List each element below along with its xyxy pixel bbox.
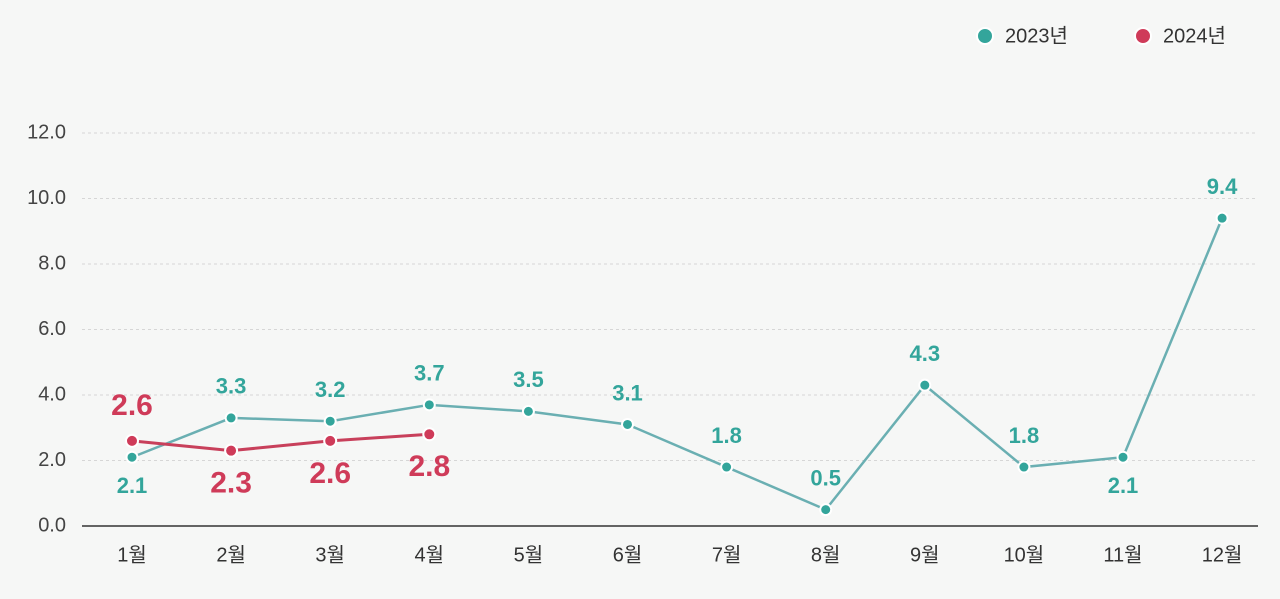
y-tick-label: 0.0 xyxy=(38,514,66,536)
data-label: 9.4 xyxy=(1207,174,1238,199)
legend-marker xyxy=(1134,27,1152,45)
data-label: 3.5 xyxy=(513,367,544,392)
x-tick-label: 3월 xyxy=(315,543,345,566)
x-tick-label: 5월 xyxy=(514,543,544,566)
data-label: 2.1 xyxy=(117,473,148,498)
data-point xyxy=(422,398,436,412)
y-tick-label: 6.0 xyxy=(38,318,66,340)
x-tick-label: 2월 xyxy=(216,543,246,566)
data-point xyxy=(1116,450,1130,464)
data-point xyxy=(125,450,139,464)
legend-label: 2023년 xyxy=(1005,24,1068,47)
x-tick-label: 6월 xyxy=(613,543,643,566)
y-tick-label: 4.0 xyxy=(38,383,66,405)
series-line xyxy=(131,217,1224,512)
y-tick-label: 10.0 xyxy=(27,187,66,209)
data-label: 0.5 xyxy=(810,465,841,490)
data-point xyxy=(125,433,139,448)
x-tick-label: 9월 xyxy=(910,543,940,566)
data-point xyxy=(819,503,833,517)
data-point xyxy=(521,404,535,418)
data-point xyxy=(323,414,337,428)
data-point xyxy=(621,417,634,431)
data-label: 2.1 xyxy=(1108,473,1139,498)
data-point xyxy=(720,460,734,474)
data-label: 1.8 xyxy=(711,423,742,448)
data-point xyxy=(224,443,239,458)
x-tick-label: 11월 xyxy=(1103,543,1142,566)
data-label: 2.8 xyxy=(408,450,450,483)
y-tick-label: 8.0 xyxy=(38,252,66,274)
y-tick-label: 12.0 xyxy=(27,121,66,143)
data-label: 2.6 xyxy=(111,389,153,422)
legend-marker xyxy=(976,27,994,45)
data-point xyxy=(323,433,338,448)
x-tick-label: 4월 xyxy=(415,543,445,566)
data-point xyxy=(422,427,437,442)
data-point xyxy=(224,411,238,425)
data-label: 2.3 xyxy=(210,467,252,500)
x-tick-label: 1월 xyxy=(117,543,147,566)
y-tick-label: 2.0 xyxy=(38,449,66,471)
x-tick-label: 12월 xyxy=(1202,543,1243,566)
data-label: 3.2 xyxy=(315,377,346,402)
data-point xyxy=(918,378,932,392)
data-label: 4.3 xyxy=(910,341,941,366)
data-label: 3.3 xyxy=(216,374,247,399)
x-tick-label: 8월 xyxy=(811,543,841,566)
data-label: 3.1 xyxy=(612,380,643,405)
data-label: 1.8 xyxy=(1009,423,1040,448)
legend-label: 2024년 xyxy=(1163,24,1226,47)
data-point xyxy=(1215,211,1229,225)
x-tick-label: 10월 xyxy=(1004,543,1045,566)
series-line xyxy=(131,432,430,453)
data-point xyxy=(1017,460,1031,474)
data-label: 3.7 xyxy=(414,361,445,386)
x-tick-label: 7월 xyxy=(712,543,742,566)
data-label: 2.6 xyxy=(309,457,351,490)
